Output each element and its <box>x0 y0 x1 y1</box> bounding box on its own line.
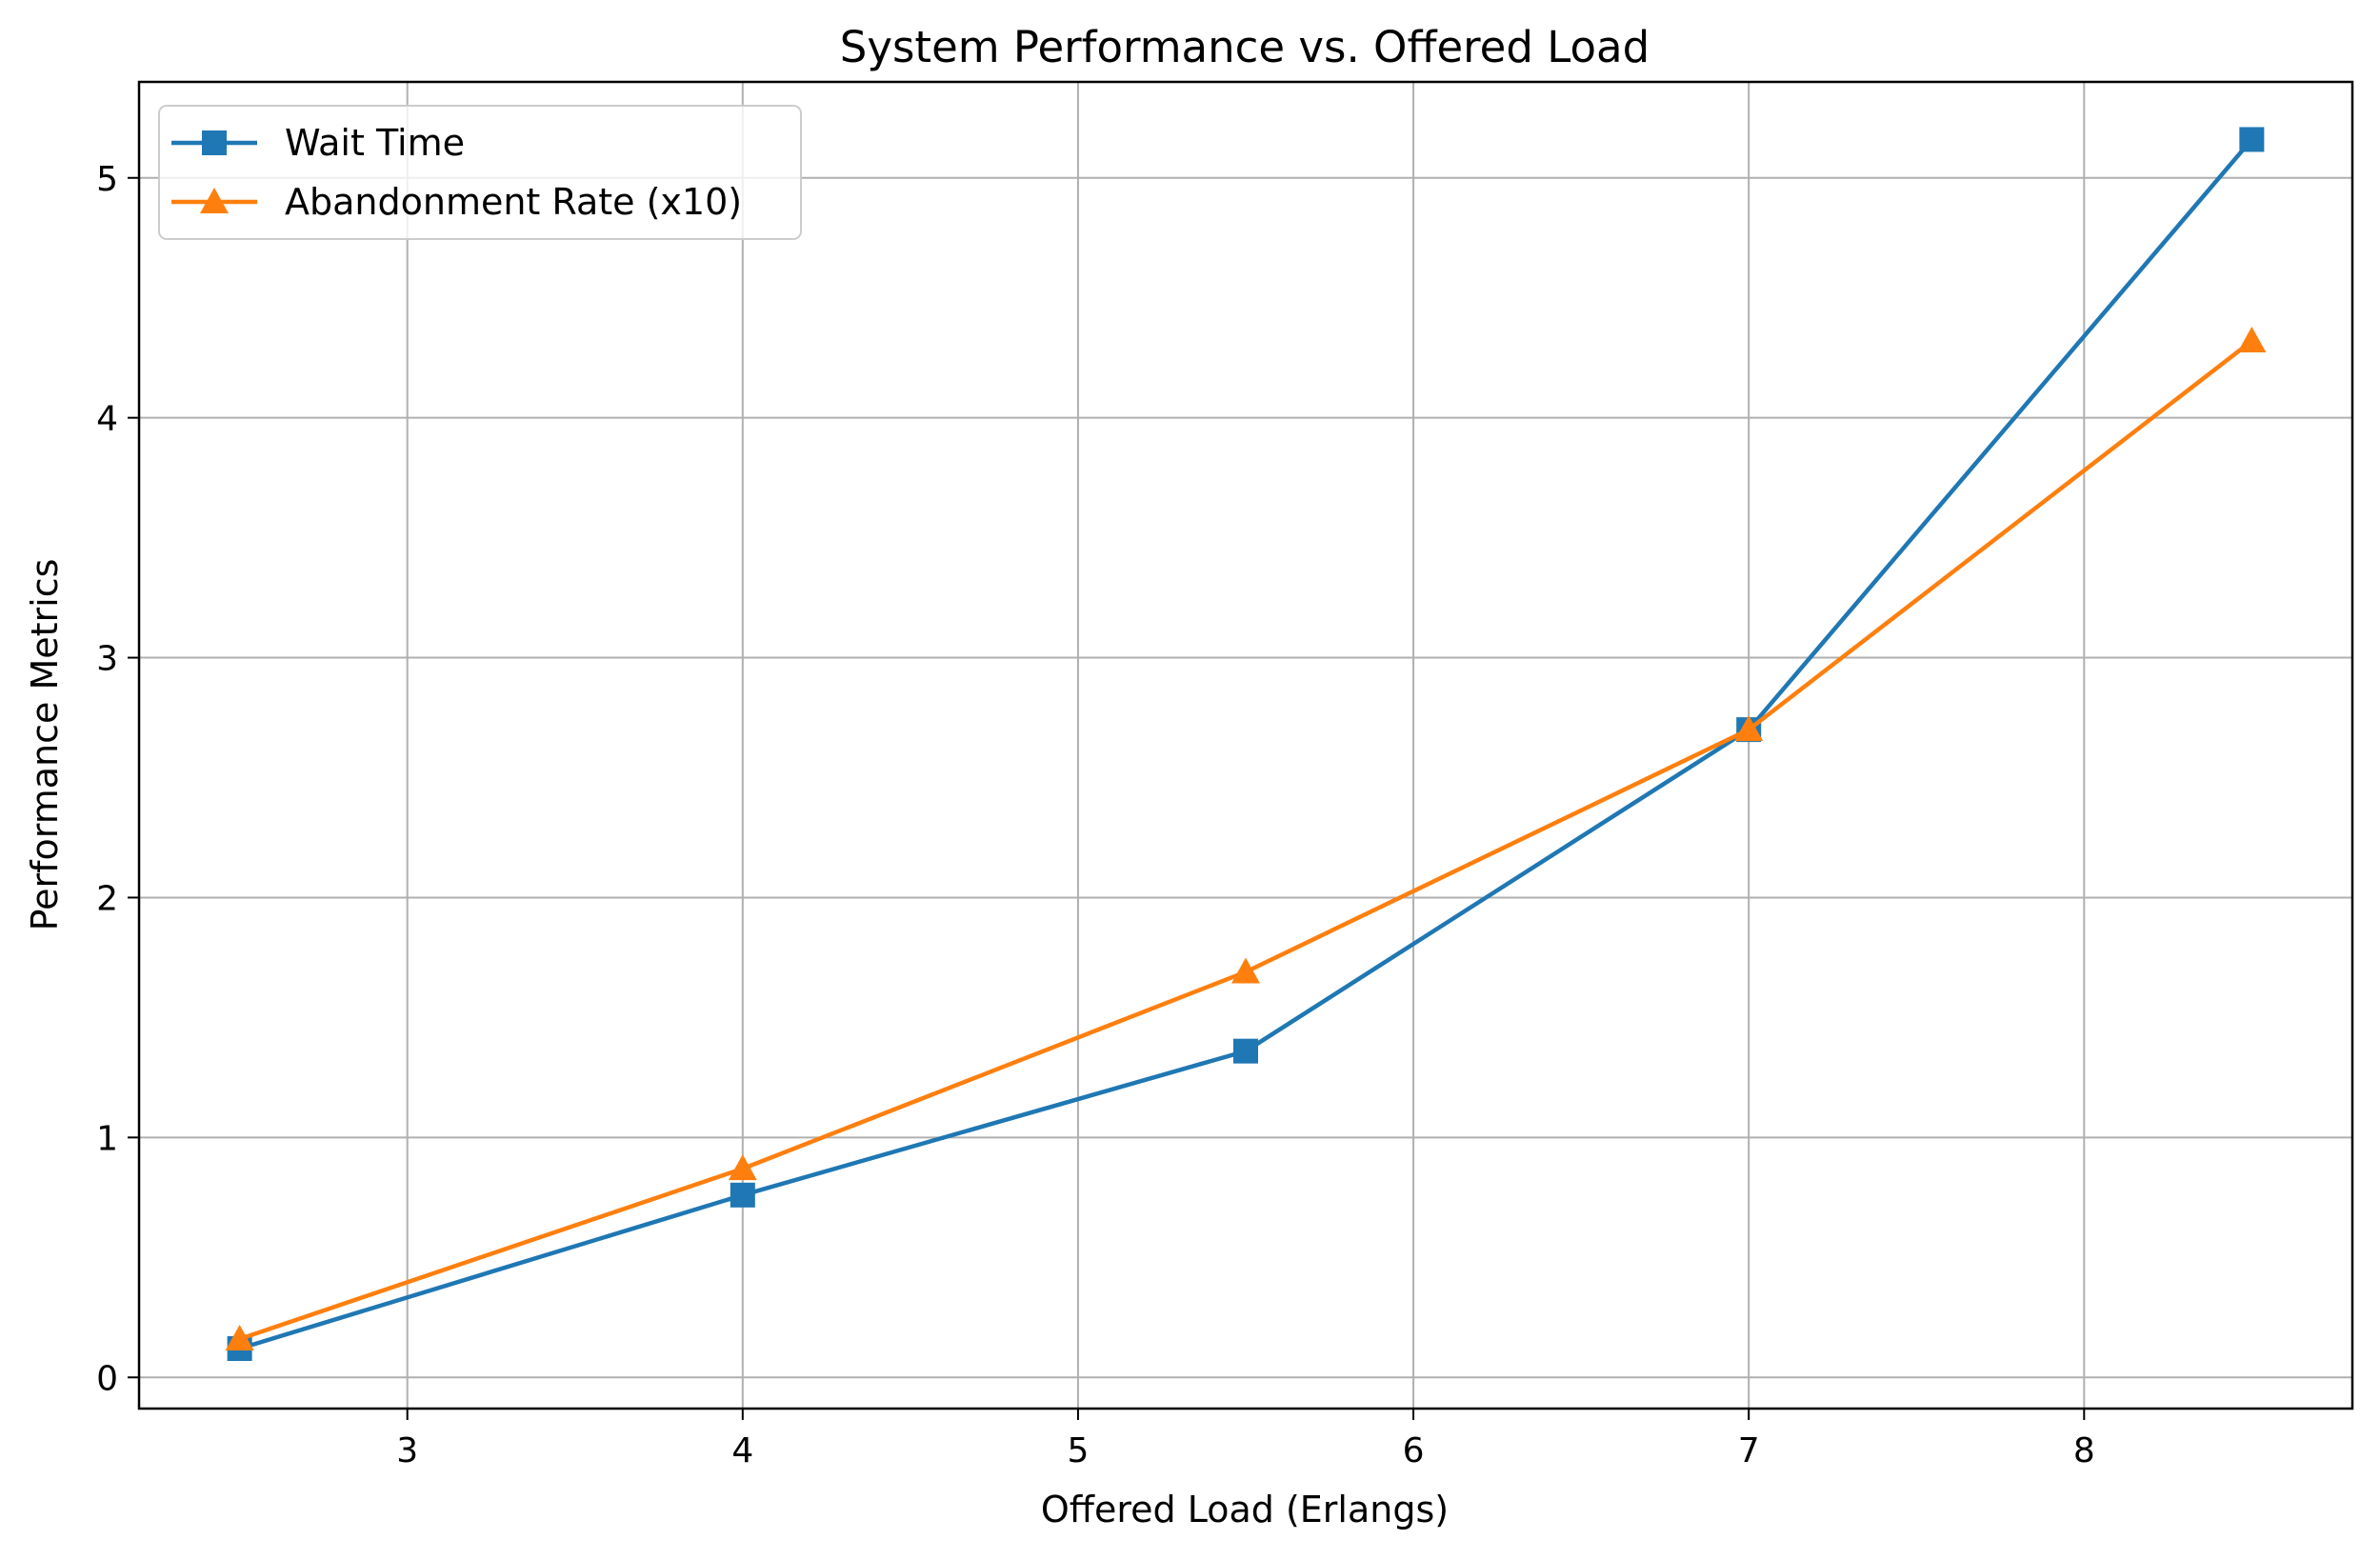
abandonment-rate-point <box>2237 327 2267 353</box>
wait-time-point <box>730 1182 755 1208</box>
series-group <box>225 127 2267 1362</box>
wait-time-legend-marker <box>202 130 227 155</box>
grid <box>139 82 2352 1409</box>
legend-frame <box>158 105 802 240</box>
y-tick-label: 3 <box>96 640 118 679</box>
wait-time-point <box>1233 1038 1258 1064</box>
abandonment-rate-point <box>728 1154 757 1181</box>
y-tick-label: 5 <box>96 160 118 199</box>
x-tick-label: 3 <box>396 1431 418 1470</box>
plot-frame <box>137 80 2354 1410</box>
x-axis-label: Offered Load (Erlangs) <box>1041 1489 1449 1530</box>
abandonment-rate-point <box>1231 957 1260 984</box>
x-tick-label: 7 <box>1738 1431 1760 1470</box>
y-tick-label: 4 <box>96 400 118 439</box>
legend: Wait Time Abandonment Rate (x10) <box>158 105 802 240</box>
abandonment-rate-point <box>225 1324 254 1350</box>
abandonment-rate-series <box>225 327 2267 1350</box>
y-tick-label: 1 <box>96 1119 118 1158</box>
y-tick-label: 2 <box>96 879 118 918</box>
x-tick-label: 4 <box>731 1431 753 1470</box>
abandonment-rate-legend-label: Abandonment Rate (x10) <box>285 181 742 223</box>
y-tick-label: 0 <box>96 1359 118 1398</box>
chart-title: System Performance vs. Offered Load <box>840 22 1650 72</box>
abandonment-rate-legend-marker <box>200 188 229 213</box>
y-axis-label: Performance Metrics <box>24 559 66 931</box>
x-tick-label: 6 <box>1403 1431 1425 1470</box>
axis-ticks: 3 4 5 6 7 8 0 1 2 3 4 5 <box>96 160 2095 1470</box>
wait-time-point <box>2239 127 2265 152</box>
wait-time-legend-label: Wait Time <box>285 122 465 164</box>
abandonment-rate-point <box>1734 715 1764 742</box>
x-tick-label: 8 <box>2073 1431 2095 1470</box>
x-tick-label: 5 <box>1067 1431 1089 1470</box>
